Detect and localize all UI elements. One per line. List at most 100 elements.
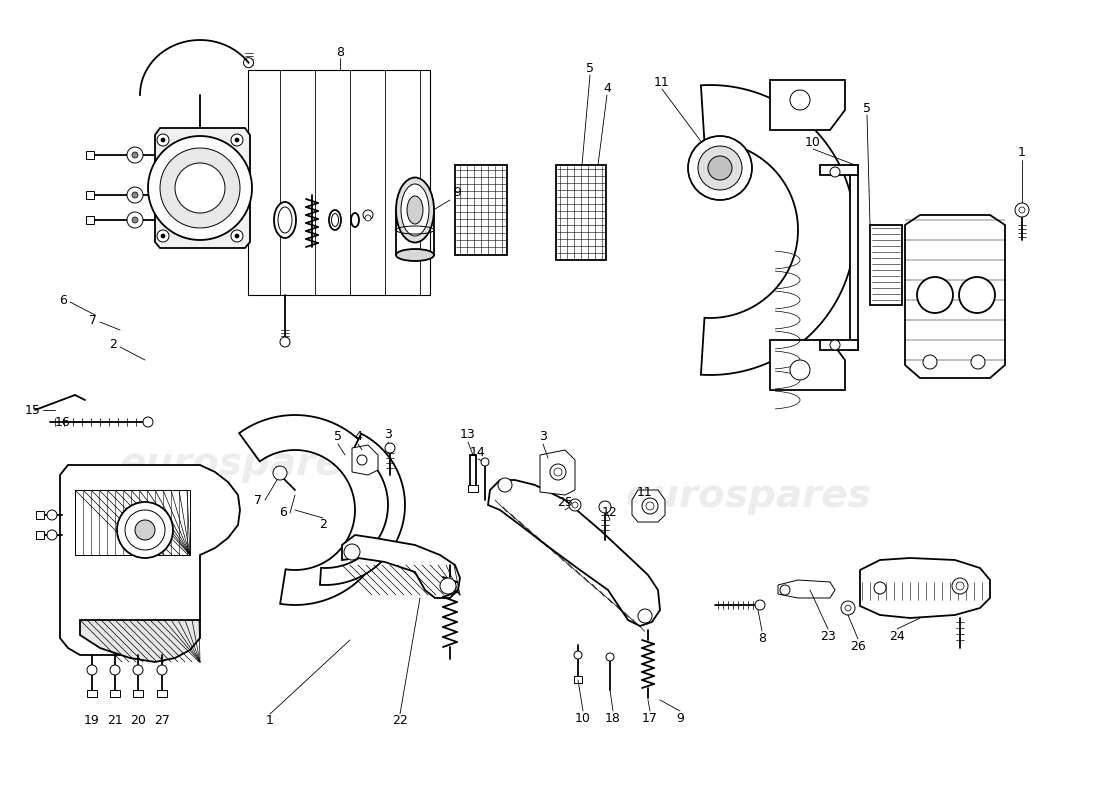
Bar [820, 340, 858, 350]
Circle shape [971, 355, 984, 369]
Polygon shape [320, 434, 405, 585]
Circle shape [642, 498, 658, 514]
Polygon shape [860, 558, 990, 618]
Text: 24: 24 [889, 630, 905, 642]
Circle shape [956, 582, 964, 590]
Text: 8: 8 [336, 46, 344, 58]
Ellipse shape [407, 196, 424, 224]
Circle shape [143, 417, 153, 427]
Circle shape [243, 58, 253, 68]
Text: 20: 20 [130, 714, 146, 726]
Circle shape [923, 355, 937, 369]
Circle shape [161, 138, 165, 142]
Circle shape [572, 502, 578, 508]
Circle shape [550, 464, 566, 480]
Polygon shape [701, 85, 855, 375]
Circle shape [606, 653, 614, 661]
Circle shape [157, 134, 169, 146]
Text: 7: 7 [89, 314, 97, 326]
Text: 5: 5 [334, 430, 342, 443]
Polygon shape [60, 465, 240, 655]
Bar [850, 165, 858, 350]
Text: 6: 6 [279, 506, 287, 519]
Circle shape [569, 499, 581, 511]
Text: eurospares: eurospares [625, 477, 871, 515]
Circle shape [47, 510, 57, 520]
Text: 2: 2 [319, 518, 327, 531]
Text: 5: 5 [864, 102, 871, 114]
Circle shape [554, 468, 562, 476]
Ellipse shape [329, 210, 341, 230]
Bar [86, 216, 94, 224]
Polygon shape [239, 415, 390, 605]
Text: 2: 2 [109, 338, 117, 351]
Text: 26: 26 [850, 639, 866, 653]
Bar [133, 690, 143, 697]
Polygon shape [632, 490, 666, 522]
Circle shape [125, 510, 165, 550]
Ellipse shape [396, 249, 435, 261]
Text: 12: 12 [602, 506, 618, 519]
Bar [110, 690, 120, 697]
Text: 27: 27 [154, 714, 169, 726]
Bar [470, 455, 476, 490]
Circle shape [790, 90, 810, 110]
Circle shape [952, 578, 968, 594]
Polygon shape [770, 80, 845, 130]
Text: 7: 7 [254, 494, 262, 506]
Circle shape [235, 138, 239, 142]
Ellipse shape [351, 213, 359, 227]
Text: 8: 8 [758, 631, 766, 645]
Circle shape [132, 217, 138, 223]
Text: 1: 1 [266, 714, 274, 726]
Circle shape [47, 530, 57, 540]
Circle shape [845, 605, 851, 611]
Text: 3: 3 [539, 430, 547, 443]
Text: 21: 21 [107, 714, 123, 726]
Polygon shape [352, 445, 378, 475]
Circle shape [235, 234, 239, 238]
Text: 16: 16 [55, 415, 70, 429]
Bar [455, 165, 507, 255]
Circle shape [126, 187, 143, 203]
Text: 3: 3 [384, 429, 392, 442]
Text: 22: 22 [392, 714, 408, 726]
Bar [870, 225, 902, 305]
Circle shape [117, 502, 173, 558]
Bar [820, 165, 858, 175]
Circle shape [917, 277, 953, 313]
Bar [36, 511, 44, 519]
Circle shape [231, 134, 243, 146]
Text: 4: 4 [354, 430, 362, 443]
Text: 10: 10 [805, 135, 821, 149]
Circle shape [830, 167, 840, 177]
Circle shape [175, 163, 226, 213]
Circle shape [646, 502, 654, 510]
Bar [87, 690, 97, 697]
Circle shape [280, 337, 290, 347]
Circle shape [698, 146, 742, 190]
Circle shape [133, 665, 143, 675]
Ellipse shape [396, 178, 435, 242]
Circle shape [160, 148, 240, 228]
Polygon shape [248, 70, 430, 295]
Ellipse shape [331, 214, 339, 226]
Circle shape [126, 212, 143, 228]
Text: 17: 17 [642, 711, 658, 725]
Circle shape [1015, 203, 1028, 217]
Text: 11: 11 [654, 75, 670, 89]
Circle shape [440, 578, 456, 594]
Polygon shape [488, 480, 660, 626]
Text: 9: 9 [676, 711, 684, 725]
Ellipse shape [278, 207, 292, 233]
Text: 15: 15 [25, 403, 41, 417]
Text: 14: 14 [470, 446, 486, 458]
Polygon shape [770, 340, 845, 390]
Polygon shape [75, 490, 190, 555]
Text: 9: 9 [453, 186, 461, 199]
Text: 25: 25 [557, 497, 573, 510]
Polygon shape [540, 450, 575, 495]
Text: 10: 10 [575, 711, 591, 725]
Text: 18: 18 [605, 711, 620, 725]
Circle shape [600, 501, 610, 513]
